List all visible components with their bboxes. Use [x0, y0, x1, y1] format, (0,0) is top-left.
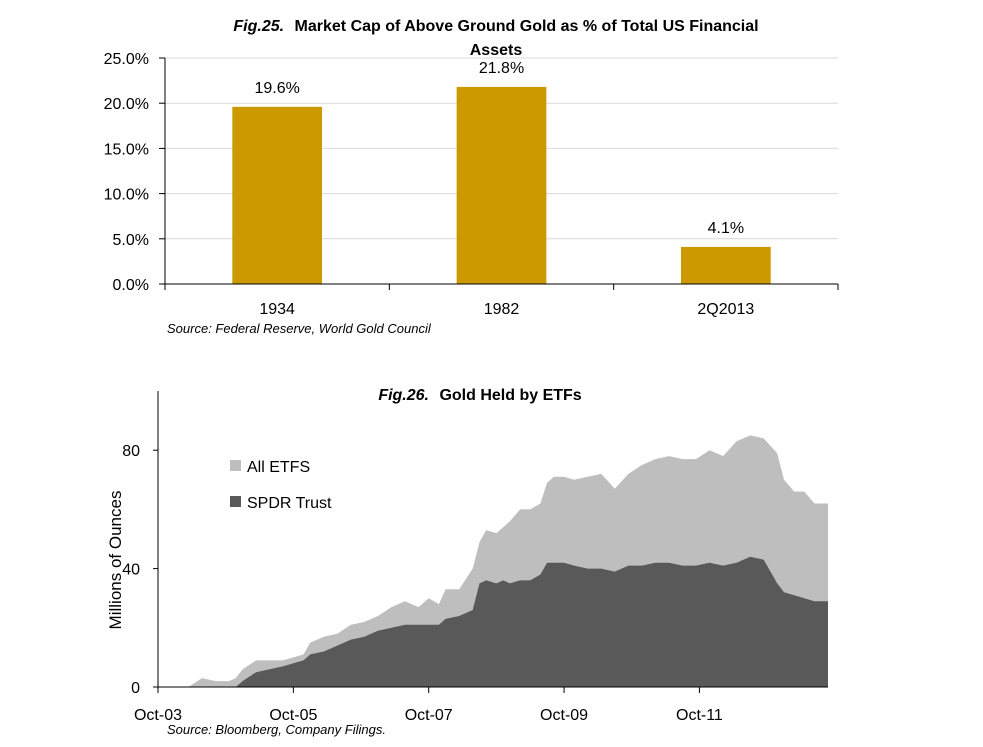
fig25-data-label: 4.1% [708, 220, 744, 237]
fig26-y-axis-label: Millions of Ounces [106, 491, 125, 630]
fig26-x-tick-label: Oct-09 [540, 707, 588, 724]
fig25-bar-1934 [232, 106, 323, 284]
fig26-x-tick-label: Oct-07 [405, 707, 453, 724]
fig25-data-labels: 19.6% 21.8% 4.1% [254, 60, 744, 237]
fig25-x-tick-label: 2Q2013 [697, 301, 754, 318]
fig25-title-line2: Assets [470, 42, 523, 59]
fig25-title-line1: Market Cap of Above Ground Gold as % of … [295, 18, 759, 35]
fig25-y-tick-label: 0.0% [113, 277, 149, 294]
legend-label-all-etfs: All ETFS [247, 459, 310, 476]
fig25-axes [164, 58, 838, 285]
fig25-y-tick-label: 20.0% [104, 96, 149, 113]
fig25-fig-label: Fig.25. [233, 18, 284, 35]
fig26-x-tick-label: Oct-05 [269, 707, 317, 724]
fig25-bars [232, 86, 771, 284]
fig26-axes [157, 391, 828, 688]
fig26-x-tick-label: Oct-11 [676, 707, 723, 724]
legend-swatch-all-etfs [230, 460, 241, 471]
fig26-title-text: Gold Held by ETFs [439, 387, 581, 404]
fig26-x-tick-label: Oct-03 [134, 707, 182, 724]
fig25-y-tick-label: 10.0% [104, 187, 149, 204]
fig25-source: Source: Federal Reserve, World Gold Coun… [167, 321, 432, 336]
fig26-legend: All ETFS SPDR Trust [230, 459, 332, 512]
fig25-x-tick-label: 1982 [484, 301, 520, 318]
fig25-data-label: 21.8% [479, 60, 524, 77]
legend-label-spdr-trust: SPDR Trust [247, 495, 332, 512]
fig25-chart: Fig.25. Market Cap of Above Ground Gold … [104, 18, 839, 336]
fig26-y-axis-ticks: 0 40 80 [122, 443, 158, 697]
fig25-y-tick-label: 25.0% [104, 51, 149, 68]
fig25-x-tick-label: 1934 [259, 301, 295, 318]
fig26-fig-label: Fig.26. [378, 387, 429, 404]
fig25-x-axis-ticks: 1934 1982 2Q2013 [164, 284, 839, 318]
legend-swatch-spdr-trust [230, 496, 241, 507]
fig25-title: Fig.25. Market Cap of Above Ground Gold … [233, 18, 758, 35]
fig25-data-label: 19.6% [254, 80, 299, 97]
fig25-y-axis-ticks: 0.0% 5.0% 10.0% 15.0% 20.0% 25.0% [104, 51, 165, 294]
fig26-y-tick-label: 0 [131, 680, 140, 697]
fig25-y-tick-label: 5.0% [113, 232, 149, 249]
fig26-areas [158, 435, 828, 687]
fig25-bar-1982 [456, 86, 547, 284]
fig26-title: Fig.26. Gold Held by ETFs [378, 387, 581, 404]
fig25-y-tick-label: 15.0% [104, 141, 149, 158]
fig26-area-spdr-trust [158, 556, 828, 687]
fig26-y-tick-label: 80 [122, 443, 140, 460]
fig26-source: Source: Bloomberg, Company Filings. [167, 722, 386, 737]
fig25-bar-2q2013 [680, 246, 771, 284]
fig26-x-axis-ticks: Oct-03 Oct-05 Oct-07 Oct-09 Oct-11 [134, 687, 723, 724]
fig26-y-tick-label: 40 [122, 562, 140, 579]
